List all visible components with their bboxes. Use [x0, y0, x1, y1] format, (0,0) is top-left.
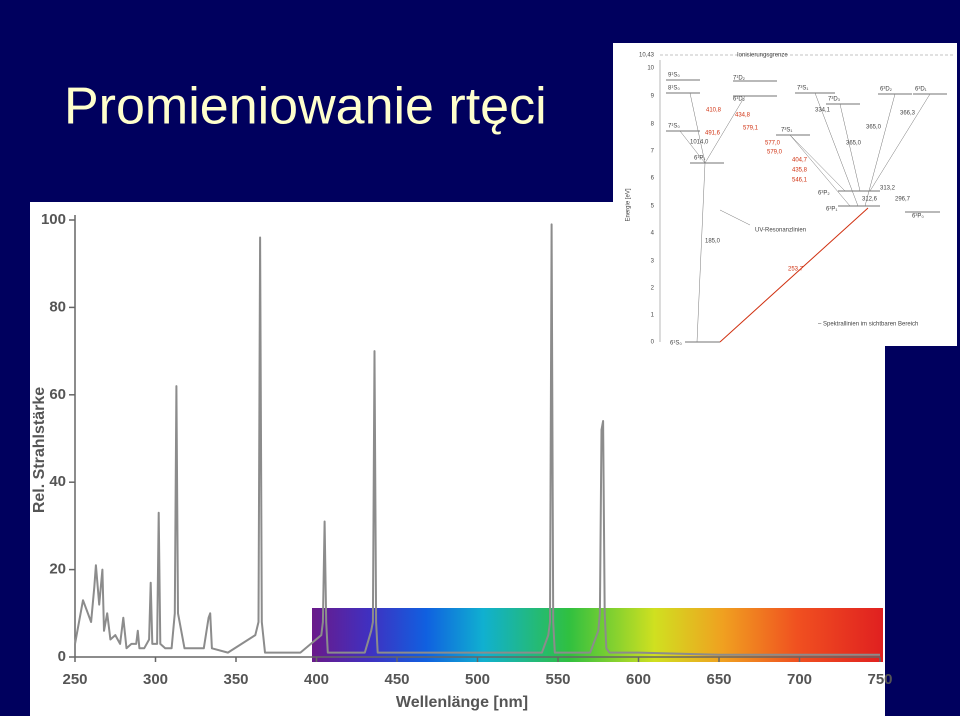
- note: – Spektrallinien im sichtbaren Bereich: [818, 322, 918, 328]
- transition: [719, 209, 751, 226]
- transition: [704, 95, 746, 164]
- resonance-line: [719, 207, 869, 343]
- x-tick-label: 750: [867, 671, 892, 688]
- x-tick-label: 700: [787, 671, 812, 688]
- line-label: 434,8: [735, 113, 751, 119]
- slide-title: Promieniowanie rtęci: [64, 78, 547, 136]
- level-label: 6¹P₁: [694, 156, 705, 162]
- line-label: 313,2: [880, 186, 896, 192]
- spectrum-line: [74, 223, 880, 656]
- x-tick-label: 300: [143, 671, 168, 688]
- energy-tick-label: 6: [651, 176, 655, 182]
- note: UV-Resonanzlinien: [755, 228, 806, 234]
- transition: [789, 134, 851, 207]
- line-label: 491,6: [705, 131, 721, 137]
- line-label: 365,0: [866, 125, 882, 131]
- energy-tick-label: 9: [651, 94, 655, 100]
- x-tick-label: 250: [62, 671, 87, 688]
- transition: [814, 92, 859, 207]
- energy-tick-label: 7: [651, 149, 655, 155]
- line-label: 366,3: [900, 111, 916, 117]
- level-label: 8¹S₀: [668, 86, 680, 92]
- energy-tick-label: 10,43: [639, 53, 655, 59]
- line-label: 577,0: [765, 141, 781, 147]
- line-label: 579,0: [767, 150, 783, 156]
- energy-tick-label: 8: [651, 122, 655, 128]
- y-tick-label: 60: [49, 386, 66, 403]
- y-tick-label: 80: [49, 298, 66, 315]
- line-label: 546,1: [792, 178, 808, 184]
- line-label: 404,7: [792, 158, 808, 164]
- line-label: 185,0: [705, 239, 721, 245]
- transitions: [679, 92, 931, 343]
- transition: [864, 93, 896, 207]
- line-label: 579,1: [743, 126, 759, 132]
- level-label: 6³D₁: [915, 87, 927, 93]
- energy-tick-label: 0: [651, 340, 655, 346]
- level-label: 9¹S₀: [668, 73, 680, 79]
- line-label: 312,6: [862, 197, 878, 203]
- transition: [696, 162, 706, 343]
- transition: [689, 92, 706, 164]
- energy-tick-label: 5: [651, 204, 655, 210]
- level-label: 7¹D₂: [733, 76, 746, 82]
- x-tick-label: 550: [545, 671, 570, 688]
- energy-tick-label: 4: [651, 231, 655, 237]
- energy-axis-label: Energie [eV]: [626, 188, 632, 221]
- x-tick-label: 400: [304, 671, 329, 688]
- level-label: 6³P₂: [818, 191, 830, 197]
- diagram-background: [613, 43, 957, 346]
- level-label: 7³D₃: [828, 97, 841, 103]
- energy-tick-label: 10: [647, 66, 654, 72]
- energy-tick-label: 3: [651, 259, 655, 265]
- transition: [869, 93, 931, 192]
- x-tick-label: 650: [706, 671, 731, 688]
- y-tick-label: 0: [58, 648, 66, 665]
- energy-tick-label: 2: [651, 286, 655, 292]
- level-label: 7³S₁: [781, 128, 792, 134]
- level-label: 7³S₁: [797, 86, 808, 92]
- line-label: 410,8: [706, 108, 722, 114]
- y-tick-label: 100: [41, 211, 66, 228]
- line-label: 296,7: [895, 197, 911, 203]
- y-tick-label: 40: [49, 473, 66, 490]
- level-label: 6³P₀: [912, 214, 924, 220]
- x-axis-label: Wellenlänge [nm]: [396, 694, 528, 711]
- x-tick-label: 600: [626, 671, 651, 688]
- transition: [679, 130, 706, 164]
- level-label: 6¹D₂: [733, 97, 746, 103]
- line-label: 253,7: [788, 267, 804, 273]
- y-axis-label: Rel. Strahlstärke: [31, 387, 48, 513]
- x-tick-label: 450: [384, 671, 409, 688]
- level-label: 6¹S₀: [670, 341, 682, 347]
- transition: [789, 134, 846, 192]
- y-tick-label: 20: [49, 561, 66, 578]
- line-label: 365,0: [846, 141, 862, 147]
- level-label: 6³D₂: [880, 87, 893, 93]
- level-label: 6³P₁: [826, 207, 837, 213]
- transition: [839, 103, 861, 192]
- level-label: 7¹S₀: [668, 124, 680, 130]
- x-tick-label: 500: [465, 671, 490, 688]
- line-label: 1014,0: [690, 140, 709, 146]
- x-tick-label: 350: [223, 671, 248, 688]
- line-label: 435,8: [792, 168, 808, 174]
- ionization-label: Ionisierungsgrenze: [737, 53, 788, 59]
- energy-tick-label: 1: [651, 313, 655, 319]
- line-label: 334,1: [815, 108, 831, 114]
